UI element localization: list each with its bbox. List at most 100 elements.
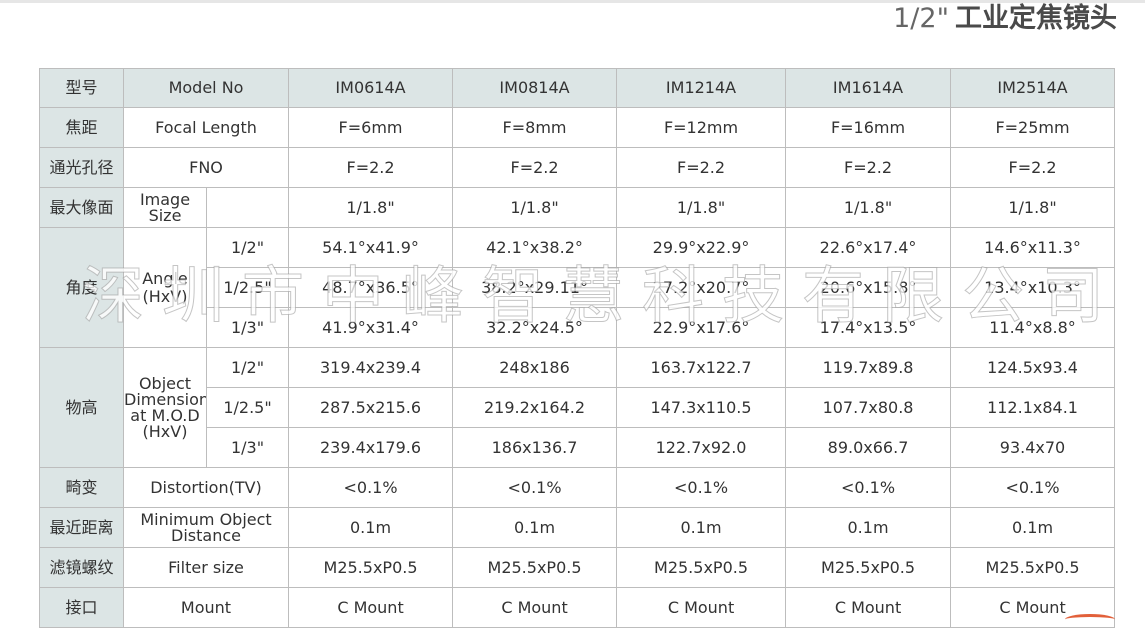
table-cell: 29.9°x22.9° bbox=[616, 227, 787, 268]
angle-row: 角度 Angle (HxV) 1/2" 54.1°x41.9° 42.1°x38… bbox=[39, 227, 1116, 348]
row-label-en: Object Dimension at M.O.D (HxV) bbox=[123, 347, 207, 468]
sensor-size-label: 1/2.5" bbox=[205, 267, 290, 308]
empty-cell bbox=[205, 187, 290, 228]
table-cell: <0.1% bbox=[288, 467, 454, 508]
table-cell: C Mount bbox=[616, 587, 787, 628]
table-cell: 186x136.7 bbox=[452, 427, 618, 468]
row-label-en: Focal Length bbox=[122, 107, 290, 148]
page-title: 1/2" 工业定焦镜头 bbox=[893, 2, 1117, 36]
table-cell: F=16mm bbox=[785, 107, 952, 148]
row-label-en: Mount bbox=[122, 587, 290, 628]
table-cell: M25.5xP0.5 bbox=[288, 547, 454, 588]
table-cell: 1/1.8" bbox=[616, 187, 787, 228]
table-cell: 32.2°x24.5° bbox=[452, 307, 618, 348]
spec-table: 型号 Model No IM0614A IM0814A IM1214A IM16… bbox=[39, 68, 1116, 628]
object-dimension-row: 物高 Object Dimension at M.O.D (HxV) 1/2" … bbox=[39, 347, 1116, 468]
row-label-en: Filter size bbox=[122, 547, 290, 588]
table-cell: 38.2°x29.11° bbox=[452, 267, 618, 308]
table-cell: 0.1m bbox=[785, 507, 952, 548]
table-cell: 17.4°x13.5° bbox=[785, 307, 952, 348]
min-object-distance-row: 最近距离 Minimum Object Distance 0.1m 0.1m 0… bbox=[39, 507, 1116, 548]
table-cell: F=2.2 bbox=[288, 147, 454, 188]
row-label-zh: 滤镜螺纹 bbox=[39, 547, 124, 588]
table-cell: 13.4°x10.3° bbox=[950, 267, 1116, 308]
sensor-size-label: 1/2.5" bbox=[205, 387, 290, 428]
corner-decoration bbox=[1065, 614, 1115, 625]
row-label-en: Minimum Object Distance bbox=[122, 507, 290, 548]
table-cell: F=6mm bbox=[288, 107, 454, 148]
table-cell: 287.5x215.6 bbox=[288, 387, 454, 428]
title-sensor-format: 1/2" bbox=[893, 3, 949, 34]
table-cell: F=2.2 bbox=[452, 147, 618, 188]
table-cell: 48.7°x36.5° bbox=[288, 267, 454, 308]
table-cell: 0.1m bbox=[616, 507, 787, 548]
table-cell: C Mount bbox=[288, 587, 454, 628]
table-cell: <0.1% bbox=[616, 467, 787, 508]
object-dimension-row: 1/2.5" 287.5x215.6 219.2x164.2 147.3x110… bbox=[40, 387, 1116, 428]
table-cell: 112.1x84.1 bbox=[950, 387, 1116, 428]
table-cell: F=2.2 bbox=[785, 147, 952, 188]
top-divider bbox=[0, 0, 1145, 3]
image-size-row: 最大像面 Image Size 1/1.8" 1/1.8" 1/1.8" 1/1… bbox=[39, 187, 1116, 228]
header-label-en: Model No bbox=[122, 68, 290, 108]
table-cell: 124.5x93.4 bbox=[950, 347, 1116, 388]
table-cell: <0.1% bbox=[950, 467, 1116, 508]
table-cell: <0.1% bbox=[452, 467, 618, 508]
sensor-size-label: 1/3" bbox=[205, 307, 290, 348]
table-cell: 239.4x179.6 bbox=[288, 427, 454, 468]
model-name: IM0614A bbox=[288, 68, 454, 108]
table-cell: 1/1.8" bbox=[452, 187, 618, 228]
sensor-size-label: 1/3" bbox=[205, 427, 290, 468]
row-label-zh: 通光孔径 bbox=[39, 147, 124, 188]
row-label-zh: 物高 bbox=[39, 347, 124, 468]
table-cell: 42.1°x38.2° bbox=[452, 227, 618, 268]
object-dimension-row: 1/3" 239.4x179.6 186x136.7 122.7x92.0 89… bbox=[40, 427, 1116, 468]
table-cell: 1/1.8" bbox=[288, 187, 454, 228]
fno-row: 通光孔径 FNO F=2.2 F=2.2 F=2.2 F=2.2 F=2.2 bbox=[39, 147, 1116, 188]
table-cell: 93.4x70 bbox=[950, 427, 1116, 468]
focal-length-row: 焦距 Focal Length F=6mm F=8mm F=12mm F=16m… bbox=[39, 107, 1116, 148]
row-label-en: Distortion(TV) bbox=[122, 467, 290, 508]
header-label-zh: 型号 bbox=[39, 68, 124, 108]
table-cell: F=12mm bbox=[616, 107, 787, 148]
table-cell: 107.7x80.8 bbox=[785, 387, 952, 428]
table-cell: M25.5xP0.5 bbox=[616, 547, 787, 588]
table-cell: 22.6°x17.4° bbox=[785, 227, 952, 268]
row-label-zh: 焦距 bbox=[39, 107, 124, 148]
row-label-zh: 角度 bbox=[39, 227, 124, 348]
model-name: IM1214A bbox=[616, 68, 787, 108]
table-cell: 1/1.8" bbox=[950, 187, 1116, 228]
row-label-en: Image Size bbox=[123, 187, 207, 228]
table-cell: 319.4x239.4 bbox=[288, 347, 454, 388]
table-cell: 163.7x122.7 bbox=[616, 347, 787, 388]
table-cell: 41.9°x31.4° bbox=[288, 307, 454, 348]
table-cell: C Mount bbox=[785, 587, 952, 628]
row-label-zh: 接口 bbox=[39, 587, 124, 628]
row-label-zh: 最大像面 bbox=[39, 187, 124, 228]
table-cell: C Mount bbox=[452, 587, 618, 628]
table-cell: F=8mm bbox=[452, 107, 618, 148]
table-cell: 54.1°x41.9° bbox=[288, 227, 454, 268]
row-label-en: FNO bbox=[122, 147, 290, 188]
model-name: IM1614A bbox=[785, 68, 952, 108]
table-cell: 119.7x89.8 bbox=[785, 347, 952, 388]
row-label-zh: 畸变 bbox=[39, 467, 124, 508]
table-cell: <0.1% bbox=[785, 467, 952, 508]
filter-size-row: 滤镜螺纹 Filter size M25.5xP0.5 M25.5xP0.5 M… bbox=[39, 547, 1116, 588]
table-cell: 14.6°x11.3° bbox=[950, 227, 1116, 268]
model-name: IM0814A bbox=[452, 68, 618, 108]
table-cell: 11.4°x8.8° bbox=[950, 307, 1116, 348]
sensor-size-label: 1/2" bbox=[205, 347, 290, 388]
table-cell: 1/1.8" bbox=[785, 187, 952, 228]
table-cell: 0.1m bbox=[288, 507, 454, 548]
table-cell: 122.7x92.0 bbox=[616, 427, 787, 468]
distortion-row: 畸变 Distortion(TV) <0.1% <0.1% <0.1% <0.1… bbox=[39, 467, 1116, 508]
table-cell: 27.2°x20.7° bbox=[616, 267, 787, 308]
table-cell: M25.5xP0.5 bbox=[950, 547, 1116, 588]
header-row: 型号 Model No IM0614A IM0814A IM1214A IM16… bbox=[39, 68, 1116, 108]
table-cell: 248x186 bbox=[452, 347, 618, 388]
row-label-zh: 最近距离 bbox=[39, 507, 124, 548]
table-cell: 0.1m bbox=[452, 507, 618, 548]
table-cell: F=2.2 bbox=[616, 147, 787, 188]
table-cell: F=2.2 bbox=[950, 147, 1116, 188]
